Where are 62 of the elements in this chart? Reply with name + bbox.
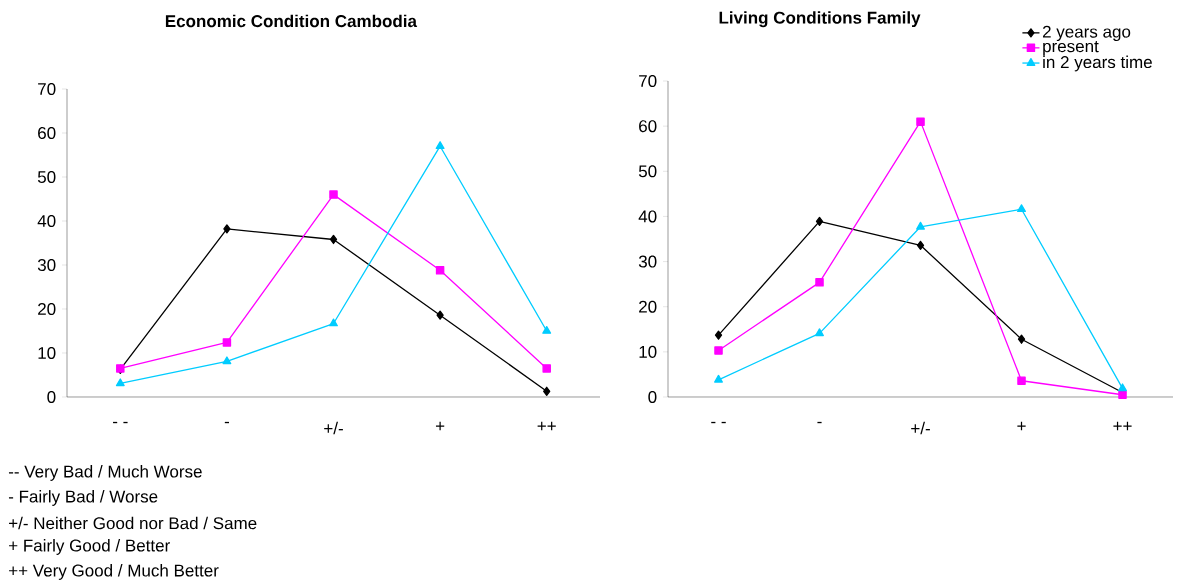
text: + Fairly Good / Better bbox=[9, 539, 170, 555]
chart-title: Economic Condition Cambodia bbox=[165, 14, 418, 28]
x-tick-label: +/- bbox=[324, 421, 343, 435]
chart-title: Living Conditions Family bbox=[719, 11, 921, 28]
text: +/- Neither Good nor Bad / Same bbox=[9, 516, 257, 530]
point bbox=[714, 346, 723, 355]
point bbox=[435, 266, 445, 275]
legend-label: in 2 years time bbox=[1043, 55, 1152, 72]
x-tick-label: + bbox=[1017, 421, 1026, 431]
point bbox=[542, 325, 552, 334]
y-tick-label: 60 bbox=[38, 126, 56, 140]
x-tick-label: + bbox=[435, 421, 445, 431]
point bbox=[329, 318, 338, 327]
x-tick-label: - - bbox=[113, 421, 128, 424]
y-tick-label: 50 bbox=[638, 165, 657, 178]
point bbox=[815, 328, 824, 337]
point bbox=[222, 356, 232, 365]
point bbox=[916, 221, 925, 230]
point bbox=[714, 330, 723, 340]
y-tick-label: 70 bbox=[639, 74, 657, 88]
x-tick-label: - bbox=[224, 421, 229, 424]
point bbox=[1017, 204, 1026, 213]
y-tick-label: 30 bbox=[638, 255, 657, 268]
point bbox=[916, 240, 925, 250]
x-tick-label: ++ bbox=[1113, 421, 1132, 431]
point bbox=[115, 378, 125, 387]
y-tick-label: 10 bbox=[639, 345, 657, 358]
legend-label: present bbox=[1043, 41, 1099, 56]
legend-label: 2 years ago bbox=[1042, 25, 1131, 42]
y-tick-label: 0 bbox=[648, 390, 657, 404]
y-tick-label: 50 bbox=[37, 170, 56, 184]
text: -- Very Bad / Much Worse bbox=[8, 465, 202, 481]
point bbox=[542, 364, 551, 373]
y-tick-label: 0 bbox=[47, 390, 56, 404]
y-tick-label: 20 bbox=[639, 300, 657, 313]
y-tick-label: 60 bbox=[639, 120, 657, 133]
y-tick-label: 40 bbox=[37, 214, 56, 228]
point bbox=[222, 338, 232, 347]
point bbox=[1017, 376, 1026, 385]
point bbox=[815, 216, 824, 227]
point bbox=[329, 190, 338, 199]
y-tick-label: 70 bbox=[38, 82, 56, 96]
point bbox=[815, 278, 824, 287]
y-tick-label: 30 bbox=[37, 258, 56, 272]
text: ++ Very Good / Much Better bbox=[9, 564, 219, 580]
point bbox=[436, 310, 444, 320]
y-tick-label: 10 bbox=[38, 346, 56, 360]
y-tick-label: 40 bbox=[638, 210, 657, 223]
point bbox=[714, 374, 723, 383]
point bbox=[435, 141, 445, 150]
point bbox=[329, 234, 338, 245]
x-tick-label: - bbox=[817, 421, 822, 424]
point bbox=[1017, 334, 1026, 344]
point bbox=[223, 224, 231, 234]
point bbox=[543, 386, 551, 396]
point bbox=[916, 117, 925, 126]
x-tick-label: ++ bbox=[537, 421, 556, 431]
point bbox=[1118, 383, 1127, 392]
text: - Fairly Bad / Worse bbox=[8, 490, 158, 506]
x-tick-label: +/- bbox=[911, 421, 930, 435]
y-tick-label: 20 bbox=[38, 302, 56, 316]
x-tick-label: - - bbox=[711, 421, 726, 424]
